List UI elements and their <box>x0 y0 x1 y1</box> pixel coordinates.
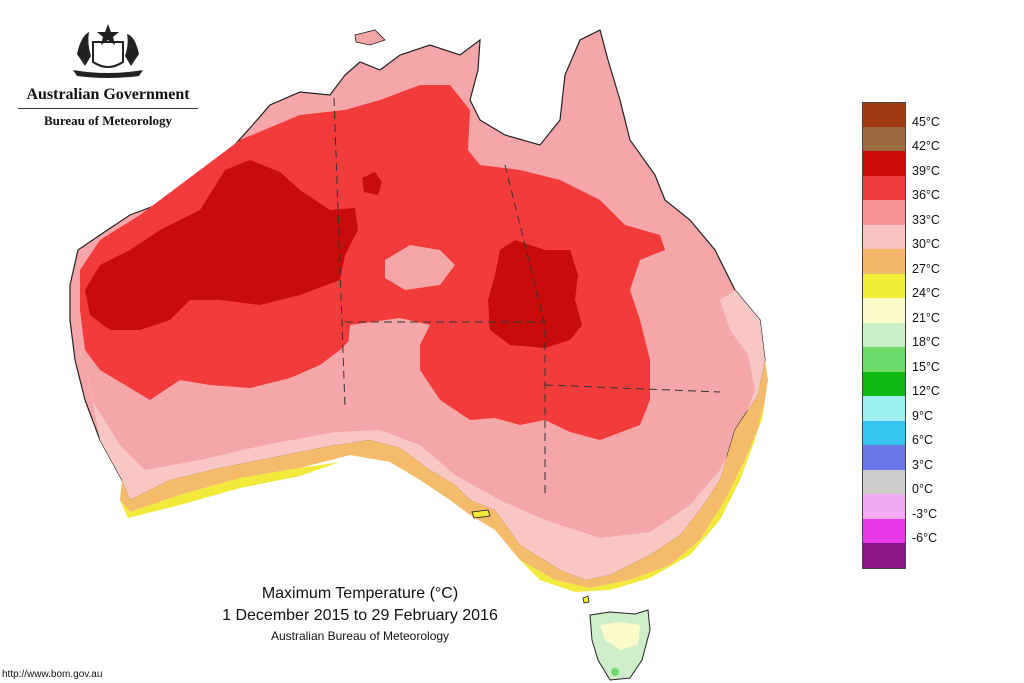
legend-label: 0°C <box>912 482 933 496</box>
legend-swatch <box>862 543 906 569</box>
legend-label: 39°C <box>912 163 940 178</box>
legend-swatch <box>862 224 906 249</box>
map-source: Australian Bureau of Meteorology <box>270 629 450 643</box>
legend-swatch <box>862 396 906 421</box>
government-logo: Australian Government Bureau of Meteorol… <box>18 14 198 129</box>
map-period: 1 December 2015 to 29 February 2016 <box>222 607 498 624</box>
legend-swatch <box>862 273 906 298</box>
legend-label: -3°C <box>912 506 938 521</box>
band-27c-south <box>120 360 768 588</box>
band-33c-central-east <box>345 318 495 440</box>
legend-swatch <box>862 298 906 323</box>
legend-label: 3°C <box>912 457 933 472</box>
band-33c-central-hole <box>385 245 455 290</box>
legend-swatch <box>862 445 906 470</box>
legend-label: 33°C <box>912 212 940 227</box>
island-bass-strait <box>582 595 590 604</box>
legend-swatch <box>862 420 906 445</box>
legend-label: 12°C <box>912 384 940 398</box>
legend-label: 21°C <box>912 310 940 325</box>
legend-swatch <box>862 371 906 396</box>
legend-label: 30°C <box>912 237 940 251</box>
state-borders <box>333 97 721 495</box>
legend-swatch <box>862 347 906 372</box>
band-39c-north-spot <box>362 172 382 195</box>
band-39c-west <box>85 160 358 330</box>
source-url[interactable]: http://www.bom.gov.au <box>2 669 103 680</box>
band-24c-south <box>120 380 768 592</box>
map-caption: Maximum Temperature (°C) 1 December 2015… <box>150 584 570 644</box>
legend-label: 24°C <box>912 286 940 300</box>
legend-label: 45°C <box>912 114 940 129</box>
legend-label: 15°C <box>912 359 940 374</box>
agency-name: Bureau of Meteorology <box>43 113 173 128</box>
band-39c-central <box>488 240 582 348</box>
legend-label: -6°C <box>912 531 938 545</box>
legend-swatch <box>862 126 906 151</box>
org-name: Australian Government <box>18 86 198 109</box>
legend-swatch <box>862 200 906 225</box>
legend-swatch <box>862 102 906 128</box>
tasmania-cool-patch <box>611 668 619 676</box>
tasmania-warm-patch <box>600 622 640 650</box>
legend-swatch <box>862 494 906 519</box>
legend-label: 18°C <box>912 335 940 349</box>
legend-label: 9°C <box>912 408 933 423</box>
legend-label: 6°C <box>912 433 933 447</box>
legend-swatch <box>862 249 906 274</box>
legend-swatch <box>862 322 906 347</box>
coat-of-arms-icon <box>73 24 143 78</box>
legend-label: 42°C <box>912 139 940 153</box>
map-title: Maximum Temperature (°C) <box>261 585 459 602</box>
island-kangaroo <box>471 509 491 519</box>
legend-label: 27°C <box>912 261 940 276</box>
island-melville <box>354 29 386 46</box>
legend-swatch <box>862 469 906 494</box>
legend-swatch <box>862 518 906 543</box>
legend-swatch <box>862 175 906 200</box>
legend-swatch <box>862 151 906 176</box>
legend-label: 36°C <box>912 188 940 202</box>
